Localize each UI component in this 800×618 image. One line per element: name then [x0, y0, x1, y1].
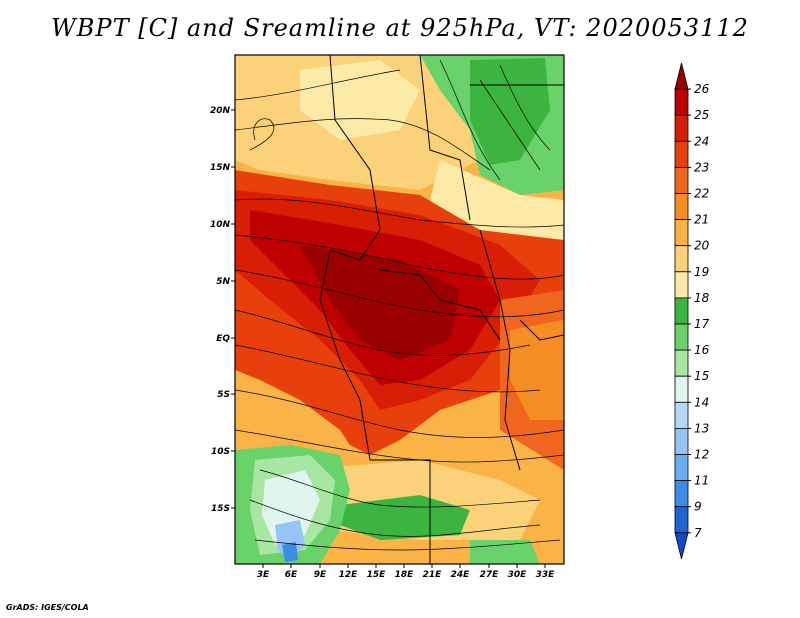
lon-label: 6E: [285, 570, 298, 580]
colorbar-label: 25: [694, 108, 709, 122]
colorbar-label: 16: [694, 343, 710, 357]
colorbar-segment: [674, 271, 689, 299]
colorbar-top-arrow: [674, 62, 689, 90]
colorbar-label: 17: [694, 317, 710, 331]
lon-label: 30E: [508, 570, 528, 580]
colorbar-segment: [674, 454, 689, 482]
colorbar-segment: [674, 401, 689, 429]
lon-label: 3E: [257, 570, 270, 580]
colorbar-label: 22: [694, 187, 709, 201]
lon-label: 21E: [423, 570, 443, 580]
lon-label: 18E: [395, 570, 415, 580]
colorbar-segment: [674, 166, 689, 194]
colorbar-label: 15: [694, 369, 709, 383]
lat-label: 15N: [210, 163, 231, 173]
field-south-green: [340, 495, 470, 540]
colorbar-segment: [674, 193, 689, 221]
colorbar-label: 20: [694, 239, 710, 253]
credit-text: GrADS: IGES/COLA: [6, 603, 89, 612]
lat-label: 15S: [211, 504, 230, 514]
colorbar: 26 25 24 23 22 21 20 19 18 17 16 15 14 13 12 11 9 7: [674, 62, 710, 559]
latitude-axis: 20N 15N 10N 5N EQ 5S 10S 15S: [210, 106, 235, 514]
lon-label: 27E: [480, 570, 500, 580]
colorbar-label: 26: [694, 82, 710, 96]
colorbar-label: 14: [694, 395, 709, 409]
colorbar-segment: [674, 323, 689, 351]
lat-label: 5S: [217, 390, 230, 400]
colorbar-label: 21: [694, 213, 709, 227]
colorbar-segment: [674, 297, 689, 325]
lat-label: 20N: [210, 106, 231, 116]
lon-label: 12E: [339, 570, 359, 580]
lat-label: EQ: [216, 334, 230, 344]
colorbar-label: 11: [694, 474, 709, 488]
colorbar-segment: [674, 219, 689, 247]
chart-title: WBPT [C] and Sreamline at 925hPa, VT: 20…: [51, 14, 749, 42]
field-east-light-orange: [510, 320, 564, 420]
field-sw-blue: [275, 520, 305, 560]
lat-label: 10N: [210, 220, 231, 230]
lon-label: 24E: [451, 570, 471, 580]
colorbar-label: 24: [694, 134, 709, 148]
colorbar-segment: [674, 140, 689, 168]
colorbar-label: 23: [694, 160, 709, 174]
colorbar-segment: [674, 375, 689, 403]
lon-label: 33E: [536, 570, 556, 580]
field-sw-deep-blue: [282, 542, 298, 562]
colorbar-segment: [674, 114, 689, 142]
field-core-max: [300, 245, 460, 360]
colorbar-label: 19: [694, 265, 709, 279]
colorbar-label: 7: [694, 526, 702, 540]
lon-label: 9E: [314, 570, 327, 580]
country-borders: [319, 55, 564, 564]
colorbar-label: 18: [694, 291, 710, 305]
colorbar-segment: [674, 88, 689, 116]
colorbar-label: 9: [694, 500, 702, 514]
colorbar-segment: [674, 427, 689, 455]
field-se-green: [470, 540, 540, 564]
colorbar-segment: [674, 349, 689, 377]
colorbar-label: 12: [694, 448, 709, 462]
lat-label: 5N: [216, 277, 230, 287]
map-frame: [234, 54, 565, 565]
colorbar-label: 13: [694, 421, 709, 435]
lat-label: 10S: [211, 447, 230, 457]
colorbar-segment: [674, 480, 689, 508]
colorbar-segment: [674, 245, 689, 273]
colorbar-bottom-arrow: [674, 532, 689, 559]
lon-label: 15E: [367, 570, 387, 580]
colorbar-segment: [674, 506, 689, 534]
longitude-axis: 3E 6E 9E 12E 15E 18E 21E 24E 27E 30E 33E: [257, 564, 555, 580]
